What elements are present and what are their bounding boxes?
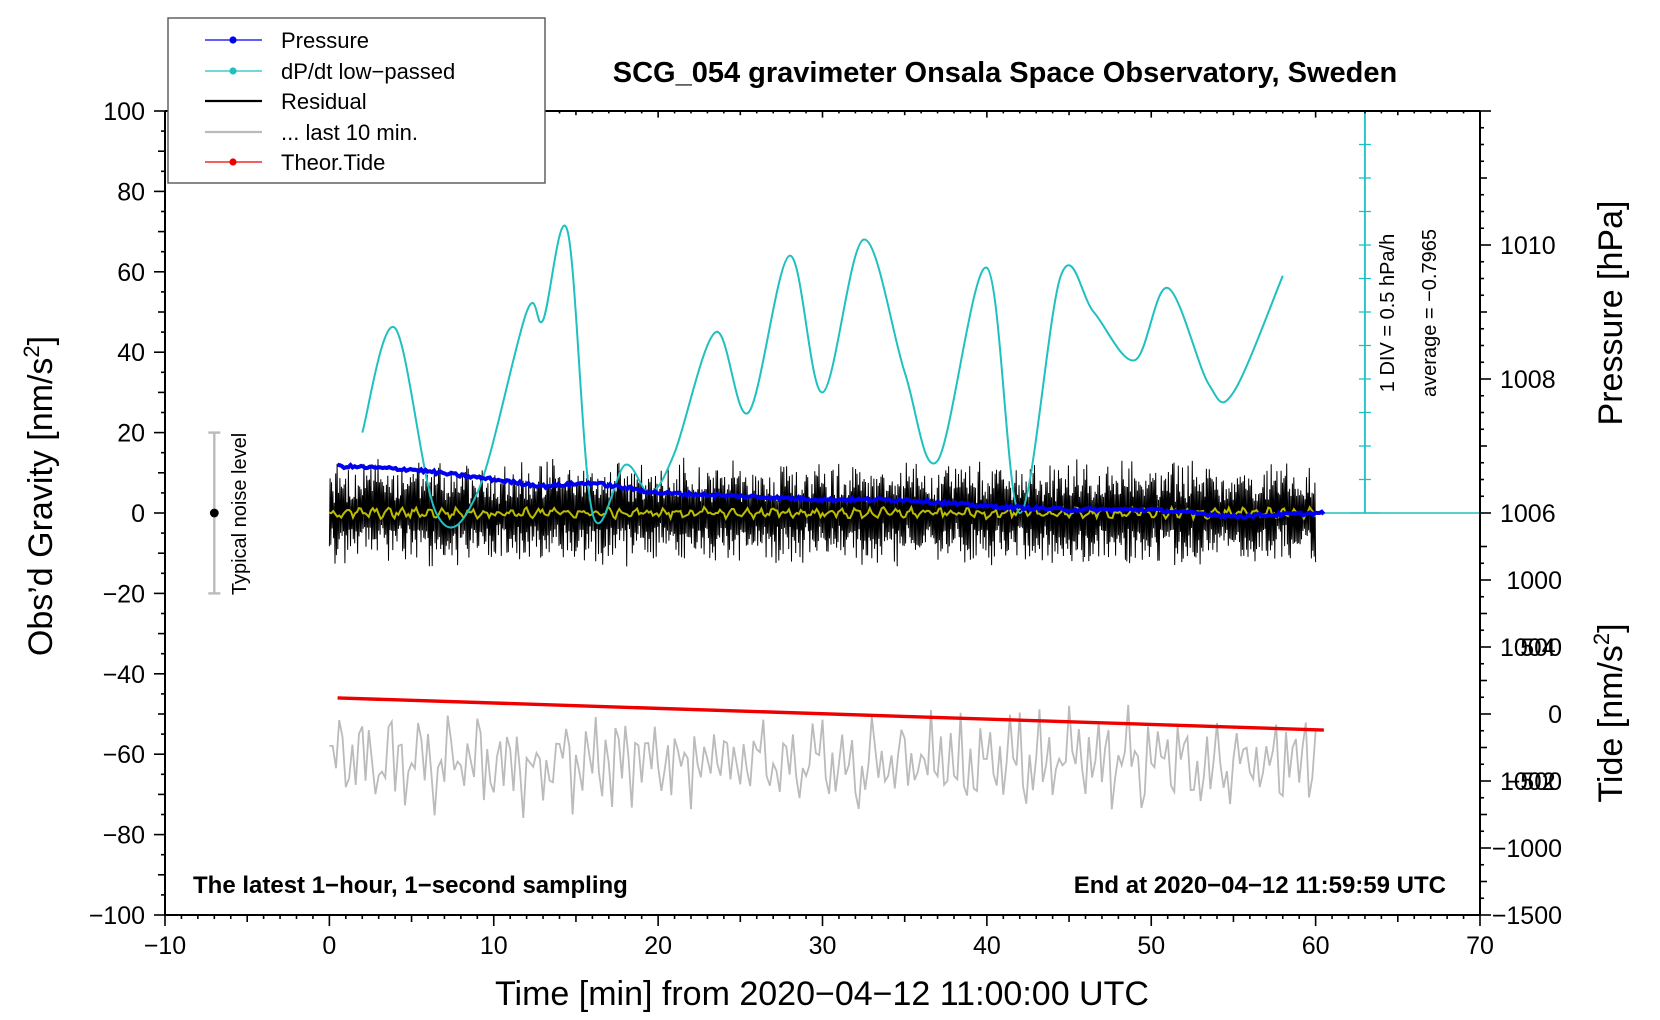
- y-axis-label-tide-end: ]: [1592, 623, 1630, 632]
- tide-tick-label: −1000: [1492, 835, 1562, 863]
- series-residual: [328, 457, 1317, 567]
- pressure-tick-label: 1008: [1500, 366, 1556, 394]
- y-tick-label: 80: [117, 178, 145, 206]
- x-tick-label: 20: [644, 932, 672, 960]
- y-tick-label: 100: [103, 98, 145, 126]
- y-tick-label: 40: [117, 339, 145, 367]
- y-axis-label-pressure: Pressure [hPa]: [1592, 201, 1630, 426]
- pressure-tick-label: 1006: [1500, 500, 1556, 528]
- last-10-min-line: [329, 704, 1317, 818]
- x-tick-labels: −10 0 10 20 30 40 50 60 70: [144, 932, 1494, 960]
- legend-label-residual: Residual: [281, 89, 367, 114]
- y-tick-label: −20: [103, 580, 145, 608]
- x-tick-label: 0: [322, 932, 336, 960]
- x-tick-label: 40: [973, 932, 1001, 960]
- legend-marker-pressure: [229, 36, 237, 44]
- y-tick-label: 20: [117, 420, 145, 448]
- theoretical-tide-line: [337, 696, 1324, 732]
- x-tick-label: 50: [1137, 932, 1165, 960]
- legend-item-last-10-min: ... last 10 min.: [205, 120, 418, 145]
- annotation-end-time: End at 2020−04−12 11:59:59 UTC: [1074, 872, 1446, 899]
- y-axis-label-tide-main: Tide [nm/s: [1592, 645, 1630, 802]
- y-tick-label: −100: [89, 902, 145, 930]
- legend-item-pressure: Pressure: [205, 28, 369, 53]
- y-axis-label-tide: Tide [nm/s2]: [1589, 623, 1630, 802]
- tide-tick-labels: 1000 500 0 −500 −1000 −1500: [1492, 567, 1562, 930]
- scale-bar-div-label: 1 DIV = 0.5 hPa/h: [1377, 234, 1399, 392]
- y-tick-label: 0: [131, 500, 145, 528]
- tide-tick-label: 500: [1520, 634, 1562, 662]
- y-tick-label: −40: [103, 661, 145, 689]
- noise-level-bar: [208, 431, 221, 595]
- series-pressure: [337, 462, 1326, 520]
- pressure-line: [337, 462, 1326, 520]
- legend-marker-dpdt: [229, 67, 237, 75]
- y-axis-label-left-sup: 2: [19, 345, 44, 357]
- y-tick-label: −80: [103, 822, 145, 850]
- series-residual-smoothed: [329, 504, 1317, 522]
- y-axis-label-left-end: ]: [22, 336, 60, 345]
- scale-bar-average-label: average = −0.7965: [1419, 229, 1441, 397]
- dpdt-line: [361, 224, 1284, 529]
- legend-item-dpdt: dP/dt low−passed: [205, 59, 455, 84]
- y-axis-label-left: Obs’d Gravity [nm/s2]: [19, 336, 60, 656]
- y-axis-label-tide-sup: 2: [1589, 633, 1614, 645]
- legend-item-tide: Theor.Tide: [205, 150, 385, 175]
- x-tick-label: 10: [480, 932, 508, 960]
- legend-item-residual: Residual: [205, 89, 367, 114]
- pressure-tick-label: 1004: [1500, 634, 1556, 662]
- tide-tick-label: 1000: [1506, 567, 1562, 595]
- legend-marker-tide: [229, 158, 237, 166]
- chart-title: SCG_054 gravimeter Onsala Space Observat…: [613, 57, 1397, 89]
- legend: Pressure dP/dt low−passed Residual ... l…: [167, 17, 546, 184]
- x-tick-label: 70: [1466, 932, 1494, 960]
- y-axis-label-left-main: Obs’d Gravity [nm/s: [22, 358, 60, 657]
- x-axis-label: Time [min] from 2020−04−12 11:00:00 UTC: [495, 975, 1149, 1013]
- tide-tick-label: 0: [1548, 701, 1562, 729]
- series-dpdt-low-passed: [361, 224, 1284, 529]
- legend-label-last-10-min: ... last 10 min.: [281, 120, 418, 145]
- legend-label-tide: Theor.Tide: [281, 150, 385, 175]
- residual-smoothed-line: [329, 504, 1317, 522]
- residual-line: [328, 457, 1317, 567]
- axes: [154, 110, 1491, 926]
- x-tick-label: −10: [144, 932, 186, 960]
- tide-tick-label: −500: [1506, 768, 1562, 796]
- series-theoretical-tide: [337, 696, 1324, 732]
- y-tick-label: −60: [103, 741, 145, 769]
- noise-level-label: Typical noise level: [229, 433, 251, 595]
- series-last-10-min: [329, 704, 1317, 818]
- legend-label-dpdt: dP/dt low−passed: [281, 59, 455, 84]
- noise-bar-center-dot: [209, 508, 219, 518]
- x-tick-label: 30: [809, 932, 837, 960]
- pressure-tick-labels: 1010 1008 1006 1004 1002: [1500, 232, 1556, 796]
- tide-tick-label: −1500: [1492, 902, 1562, 930]
- legend-label-pressure: Pressure: [281, 28, 369, 53]
- pressure-tick-label: 1002: [1500, 768, 1556, 796]
- y-tick-label: 60: [117, 259, 145, 287]
- pressure-tick-label: 1010: [1500, 232, 1556, 260]
- annotation-sampling: The latest 1−hour, 1−second sampling: [193, 872, 628, 899]
- x-tick-label: 60: [1302, 932, 1330, 960]
- y-tick-labels: 100 80 60 40 20 0 −20 −40 −60 −80 −100: [89, 98, 145, 930]
